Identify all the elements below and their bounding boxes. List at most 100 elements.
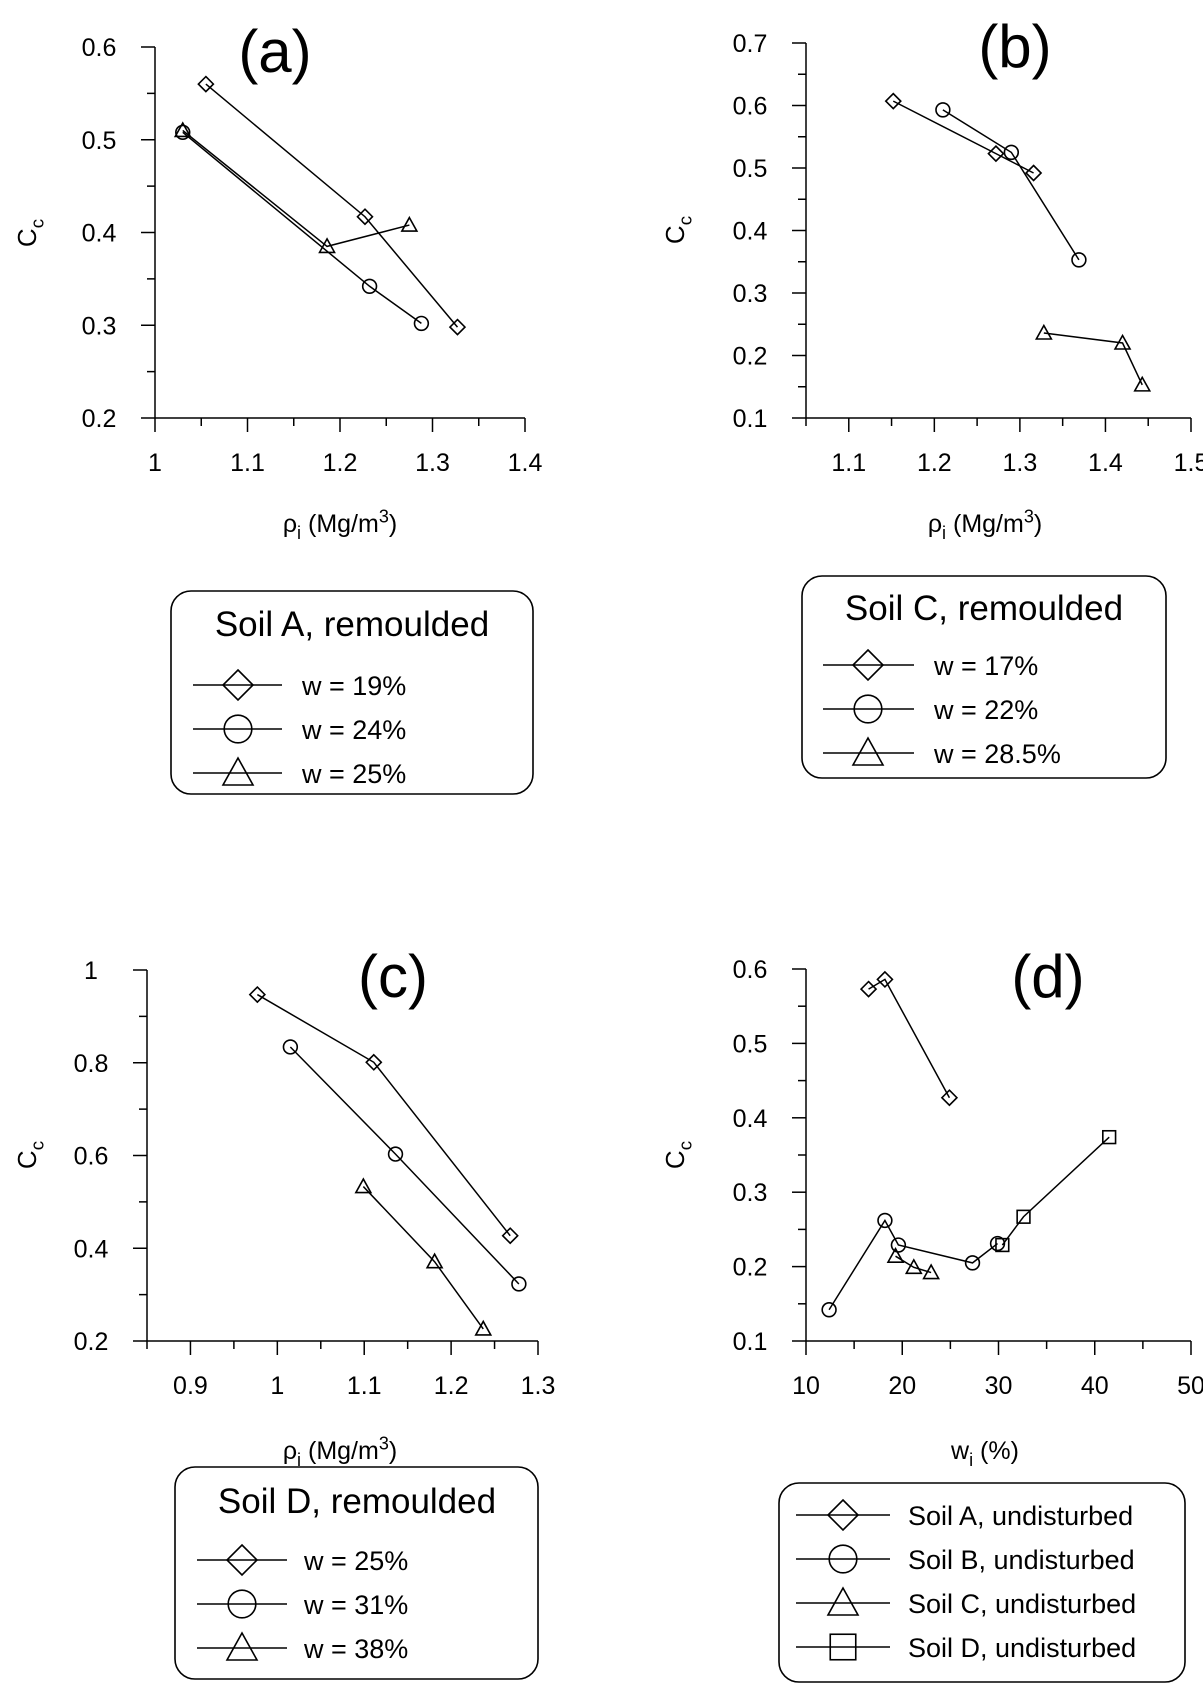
legend-marker-diamond [225, 1543, 259, 1577]
data-point-circle [1003, 144, 1020, 161]
data-point-triangle [354, 1177, 373, 1194]
data-point-diamond [876, 970, 894, 989]
legend-marker-triangle [225, 1631, 259, 1661]
legend-entry: w = 25% [303, 1546, 408, 1576]
series-line [289, 1046, 520, 1285]
series-square [995, 1129, 1117, 1253]
data-point-circle [282, 1039, 299, 1055]
series-circle [175, 124, 430, 332]
data-point-triangle [474, 1319, 493, 1336]
legend: Soil A, undisturbed Soil B, undisturbed So… [778, 1482, 1186, 1683]
data-point-triangle [1113, 333, 1132, 350]
data-point-triangle [425, 1252, 444, 1269]
x-axis-label: ρi (Mg/m3) [283, 1434, 397, 1471]
data-point-triangle [886, 1247, 905, 1263]
x-axis-label: wi (%) [950, 1437, 1019, 1470]
series-line [256, 993, 511, 1237]
legend-entry: Soil A, undisturbed [908, 1501, 1133, 1531]
legend-box [170, 590, 534, 795]
legend-entry: w = 17% [933, 651, 1038, 681]
legend-marker-diamond [221, 668, 255, 702]
series-diamond [859, 970, 959, 1107]
y-tick-label: 0.3 [733, 1179, 768, 1207]
data-point-square [1102, 1129, 1117, 1145]
x-tick-label: 1.3 [521, 1372, 556, 1400]
legend-entry: Soil C, undisturbed [908, 1589, 1136, 1619]
series-line [362, 1186, 484, 1330]
y-tick-label: 0.2 [733, 1254, 768, 1282]
x-tick-label: 1.5 [1174, 449, 1203, 477]
data-point-circle [387, 1146, 404, 1162]
y-tick-label: 0.4 [82, 220, 117, 248]
panel-label: (c) [358, 943, 428, 1010]
data-point-triangle [904, 1258, 923, 1275]
data-point-triangle [173, 121, 192, 138]
series-triangle [1034, 323, 1152, 392]
legend-box [801, 575, 1167, 779]
series-line [182, 129, 410, 248]
y-axis-label-group: Cc [660, 1141, 695, 1169]
legend-entry: w = 38% [303, 1634, 408, 1664]
y-tick-label: 0.4 [74, 1235, 109, 1263]
legend: Soil A, remoulded w = 19% w = 24% w = 25% [170, 590, 534, 795]
x-tick-label: 0.9 [173, 1372, 208, 1400]
x-axis-label: ρi (Mg/m3) [928, 507, 1042, 544]
x-tick-label: 10 [792, 1372, 820, 1400]
y-tick-label: 0.2 [82, 405, 117, 433]
data-point-diamond [940, 1089, 959, 1107]
y-tick-label: 0.4 [733, 218, 768, 246]
data-point-circle [964, 1255, 981, 1271]
data-point-circle [890, 1237, 907, 1253]
legend-title: Soil A, remoulded [215, 605, 489, 644]
legend-entry: Soil D, undisturbed [908, 1633, 1136, 1663]
x-tick-label: 30 [985, 1372, 1013, 1400]
legend-entry: w = 24% [301, 715, 406, 745]
chart-panel-c: 0.9 1 1.1 1.2 1.3 0.2 0.4 0.6 0.8 1 ρi (Mg/m3) Cc (c… [12, 943, 556, 1680]
y-axis-label: Cc [660, 1141, 695, 1169]
data-point-circle [175, 124, 191, 141]
data-point-diamond [248, 985, 266, 1004]
data-point-circle [989, 1235, 1006, 1252]
data-point-diamond [987, 144, 1005, 163]
panel-label: (b) [978, 13, 1051, 80]
y-tick-label: 0.5 [733, 155, 768, 183]
series-line [1043, 332, 1143, 386]
legend-marker-diamond [826, 1498, 860, 1532]
series-triangle [173, 121, 419, 254]
x-tick-label: 1.2 [434, 1372, 469, 1400]
series-circle [821, 1212, 1006, 1318]
legend-marker-circle [227, 1589, 257, 1619]
data-point-triangle [318, 237, 336, 254]
data-point-diamond [356, 208, 374, 226]
series-line [1001, 1136, 1110, 1246]
legend-entry: w = 25% [301, 759, 406, 789]
series-triangle [886, 1247, 940, 1280]
legend-marker-triangle [826, 1586, 860, 1616]
y-tick-label: 0.2 [733, 343, 768, 371]
x-tick-label: 1.1 [230, 449, 265, 477]
legend-marker-circle [223, 714, 253, 744]
legend-entry: w = 22% [933, 695, 1038, 725]
y-tick-label: 0.6 [74, 1143, 109, 1171]
x-tick-label: 1.3 [415, 449, 450, 477]
data-point-circle [413, 315, 430, 332]
data-point-circle [935, 102, 951, 118]
data-point-circle [1071, 252, 1087, 268]
legend-title: Soil C, remoulded [845, 589, 1123, 628]
x-tick-label: 40 [1081, 1372, 1109, 1400]
legend-title: Soil D, remoulded [218, 1482, 496, 1521]
data-point-circle [821, 1302, 837, 1318]
legend-marker-circle [828, 1544, 858, 1574]
legend-entry: w = 19% [301, 671, 406, 701]
series-circle [935, 102, 1087, 268]
series-line [868, 978, 951, 1099]
y-tick-label: 0.1 [733, 405, 768, 433]
y-axis-label: Cc [660, 216, 695, 244]
data-point-diamond [197, 75, 215, 93]
data-point-triangle [1034, 323, 1053, 340]
y-axis-label-group: Cc [12, 219, 47, 247]
data-point-circle [877, 1212, 893, 1229]
data-point-circle [361, 278, 378, 294]
y-tick-label: 0.4 [733, 1105, 768, 1133]
data-point-diamond [1024, 164, 1043, 182]
